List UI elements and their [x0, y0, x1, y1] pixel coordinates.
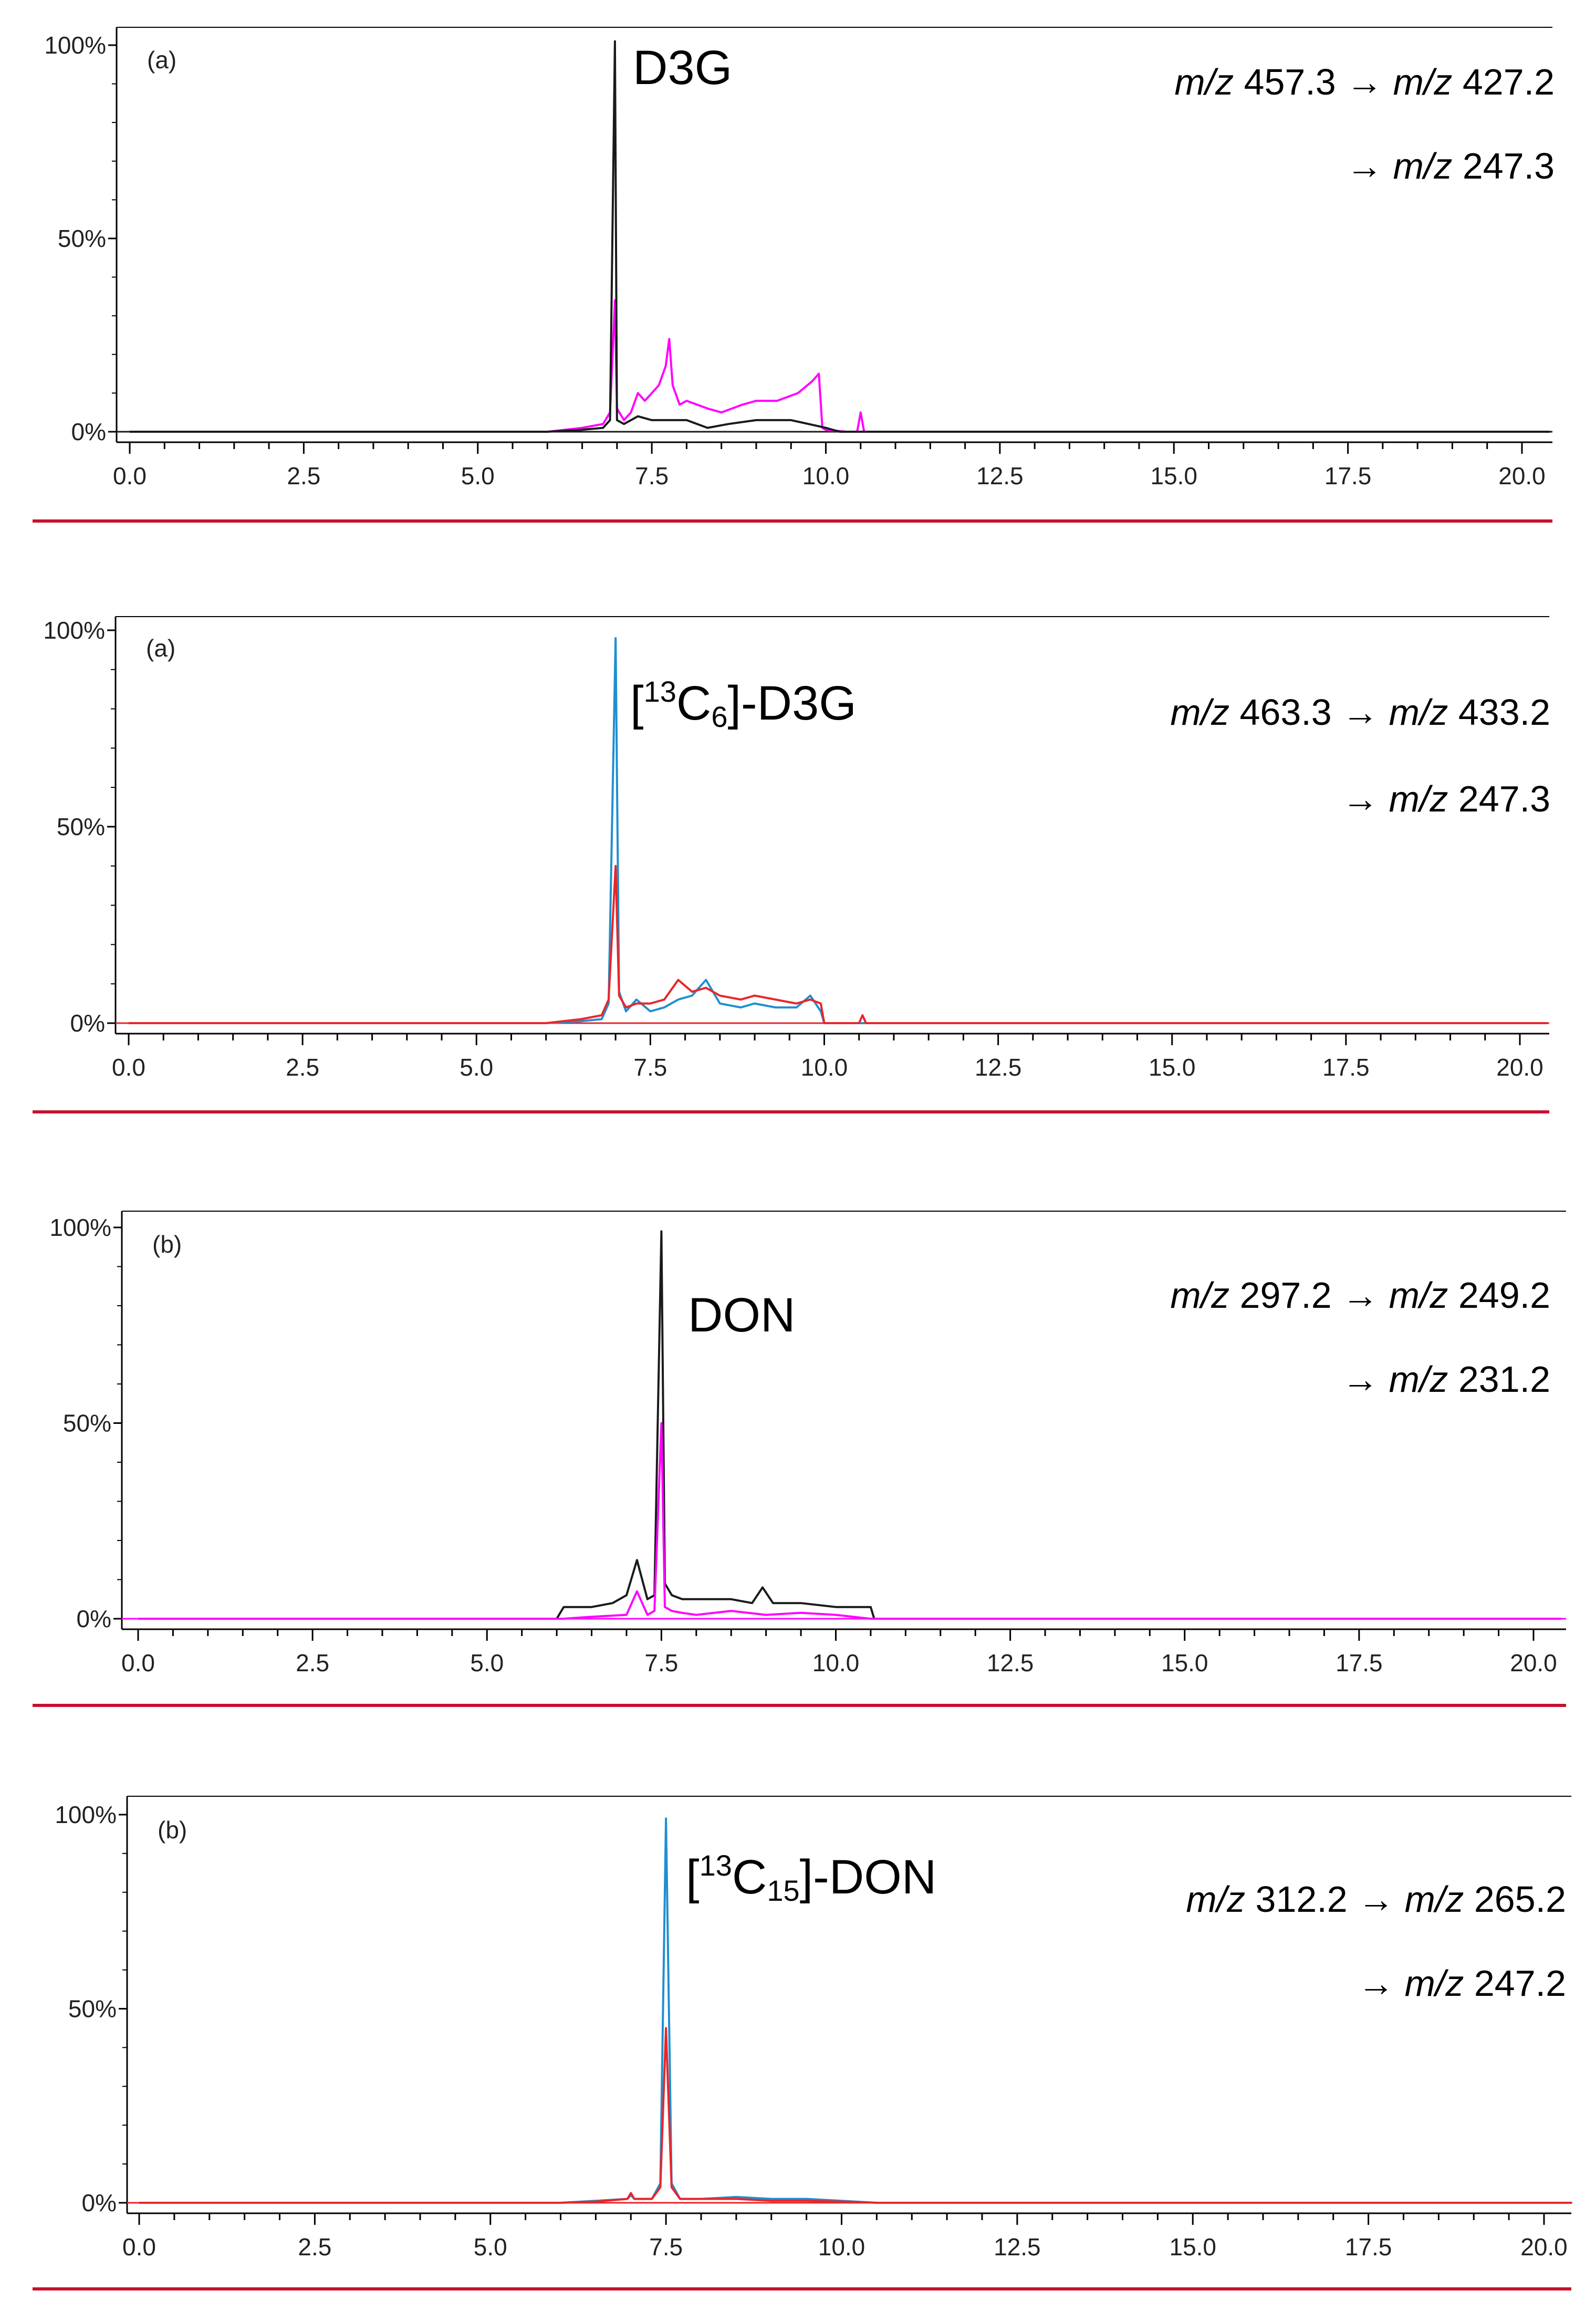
panel-tag: (b): [158, 1816, 187, 1844]
y-tick-label: 0%: [71, 418, 106, 445]
x-tick-label: 20.0: [1498, 462, 1546, 490]
transition-label-line-2: → m/z 247.3: [1342, 778, 1550, 819]
chromatogram-trace-red-trace: [139, 2027, 1572, 2204]
transition-label-line-1: m/z 297.2 → m/z 249.2: [1170, 1275, 1550, 1316]
compound-label: D3G: [633, 41, 732, 95]
y-tick-label: 0%: [82, 2189, 117, 2216]
x-tick-label: 12.5: [994, 2233, 1041, 2261]
panel-tag: (a): [147, 46, 176, 74]
y-tick-label: 100%: [49, 1214, 111, 1241]
x-tick-label: 20.0: [1520, 2233, 1568, 2261]
x-tick-label: 5.0: [460, 1054, 493, 1081]
x-tick-label: 2.5: [296, 1649, 329, 1677]
x-tick-label: 12.5: [987, 1649, 1034, 1677]
x-tick-label: 7.5: [633, 1054, 667, 1081]
x-tick-label: 15.0: [1150, 462, 1197, 490]
x-tick-label: 12.5: [976, 462, 1024, 490]
compound-label: [13C15]-DON: [686, 1849, 936, 1907]
chromatogram-panel-1: 0.0 2.5 5.0 7.5 10.0 12.5 15.0 17.5 20.0 0% 50% 100…: [33, 27, 1555, 523]
chromatogram-trace-red-trace: [129, 865, 1548, 1024]
x-tick-label: 17.5: [1322, 1054, 1370, 1081]
y-tick-label: 100%: [43, 617, 105, 644]
x-tick-label: 5.0: [461, 462, 495, 490]
transition-label-line-2: → m/z 247.3: [1346, 145, 1555, 186]
y-tick-label: 50%: [58, 225, 106, 252]
y-tick-label: 100%: [44, 32, 106, 59]
chromatogram-panel-4: 0.0 2.5 5.0 7.5 10.0 12.5 15.0 17.5 20.0 0% 50% 100…: [33, 1796, 1572, 2290]
x-tick-label: 15.0: [1169, 2233, 1216, 2261]
x-tick-label: 7.5: [649, 2233, 683, 2261]
y-tick-label: 50%: [63, 1410, 111, 1437]
x-tick-label: 0.0: [122, 2233, 156, 2261]
transition-label-line-2: → m/z 247.2: [1358, 1963, 1566, 2004]
x-tick-label: 5.0: [474, 2233, 507, 2261]
y-tick-label: 0%: [70, 1009, 105, 1037]
x-tick-label: 10.0: [801, 1054, 848, 1081]
x-tick-label: 12.5: [975, 1054, 1022, 1081]
x-tick-label: 15.0: [1149, 1054, 1196, 1081]
x-tick-label: 7.5: [635, 462, 669, 490]
panel-tag: (a): [146, 634, 175, 662]
chromatogram-panel-3: 0.0 2.5 5.0 7.5 10.0 12.5 15.0 17.5 20.0 0% 50% 100…: [33, 1211, 1566, 1707]
transition-label-line-1: m/z 312.2 → m/z 265.2: [1186, 1879, 1566, 1920]
x-tick-label: 2.5: [298, 2233, 331, 2261]
panel-tag: (b): [152, 1231, 182, 1258]
y-tick-label: 50%: [68, 1995, 117, 2023]
chromatogram-trace-black-trace: [138, 1230, 1562, 1620]
chromatogram-trace-magenta-trace: [138, 1422, 1562, 1620]
x-tick-label: 2.5: [287, 462, 320, 490]
x-tick-label: 2.5: [286, 1054, 319, 1081]
compound-label: DON: [688, 1288, 795, 1342]
chromatogram-trace-black-trace: [130, 40, 1550, 433]
x-tick-label: 0.0: [113, 462, 147, 490]
y-tick-label: 0%: [77, 1605, 111, 1632]
transition-label-line-2: → m/z 231.2: [1342, 1359, 1550, 1400]
x-tick-label: 0.0: [112, 1054, 145, 1081]
x-tick-label: 5.0: [470, 1649, 504, 1677]
chromatogram-panel-2: 0.0 2.5 5.0 7.5 10.0 12.5 15.0 17.5 20.0 0% 50% 100…: [33, 616, 1550, 1113]
transition-label-line-1: m/z 457.3 → m/z 427.2: [1174, 61, 1555, 102]
x-tick-label: 10.0: [818, 2233, 865, 2261]
x-tick-label: 17.5: [1336, 1649, 1383, 1677]
compound-label: [13C6]-D3G: [630, 675, 857, 733]
x-tick-label: 10.0: [802, 462, 850, 490]
x-tick-label: 15.0: [1161, 1649, 1208, 1677]
x-tick-label: 10.0: [812, 1649, 860, 1677]
chromatogram-trace-magenta-trace: [130, 299, 1550, 433]
x-tick-label: 17.5: [1324, 462, 1372, 490]
x-tick-label: 0.0: [121, 1649, 155, 1677]
chromatogram-trace-blue-trace: [129, 637, 1548, 1024]
x-tick-label: 20.0: [1496, 1054, 1543, 1081]
y-tick-label: 100%: [55, 1801, 117, 1828]
x-tick-label: 17.5: [1345, 2233, 1392, 2261]
transition-label-line-1: m/z 463.3 → m/z 433.2: [1170, 692, 1550, 733]
y-tick-label: 50%: [57, 813, 105, 840]
x-tick-label: 7.5: [644, 1649, 678, 1677]
x-tick-label: 20.0: [1510, 1649, 1557, 1677]
